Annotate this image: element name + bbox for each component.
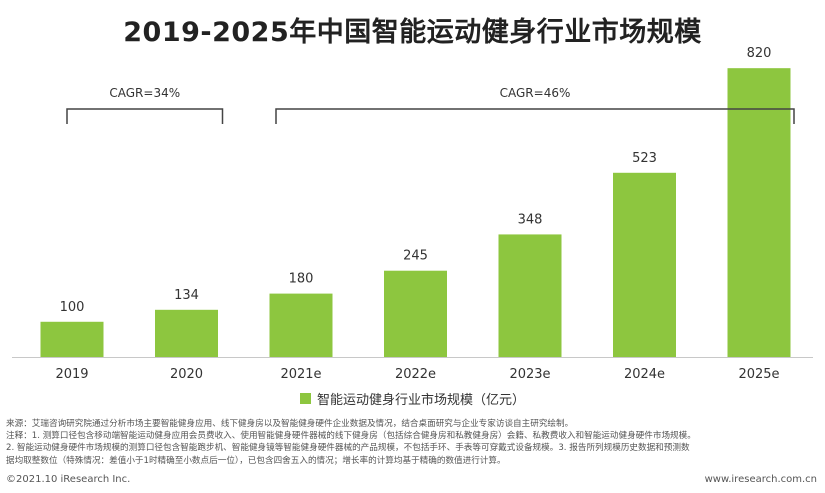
x-tick-label: 2024e [624,367,665,382]
legend: 智能运动健身行业市场规模（亿元） [300,389,525,408]
bar [613,172,676,357]
x-tick-label: 2019 [55,367,88,382]
chart-title: 2019-2025年中国智能运动健身行业市场规模 [123,17,702,48]
bar [727,68,791,357]
x-tick-label: 2022e [395,367,436,382]
footnote-note-3: 据均取整数位（特殊情况：差值小于1时精确至小数点后一位），已包含四舍五入的情况；… [6,455,506,466]
cagr-bracket [66,108,224,124]
footnote-note-2: 2. 智能运动健身硬件市场规模的测算口径包含智能跑步机、智能健身镜等智能健身硬件… [6,443,690,454]
footnote-source: 来源：艾瑞咨询研究院通过分析市场主要智能健身应用、线下健身房以及智能健身硬件企业… [6,419,574,429]
data-label: 523 [632,151,657,166]
legend-swatch [300,393,311,404]
cagr-bracket [275,108,795,124]
data-label: 180 [289,272,314,287]
data-label: 820 [747,46,772,61]
footnote-note-1: 注释：1. 测算口径包含移动端智能运动健身应用会员费收入、使用智能健身硬件器械的… [6,431,696,442]
x-tick-label: 2023e [509,367,550,382]
bar [498,234,562,357]
x-tick-label: 2025e [738,367,779,382]
data-label: 100 [60,300,85,315]
website-url: www.iresearch.com.cn [704,474,817,485]
data-label: 348 [518,212,543,227]
bar [155,309,218,357]
legend-label: 智能运动健身行业市场规模（亿元） [317,393,526,408]
bar [40,321,104,357]
x-tick-label: 2021e [280,367,321,382]
data-label: 134 [174,288,199,303]
data-label: 245 [403,249,428,264]
copyright: ©2021.10 iResearch Inc. [6,474,131,485]
x-tick-label: 2020 [170,367,203,382]
bar [384,270,447,357]
cagr-label: CAGR=46% [500,86,571,100]
cagr-label: CAGR=34% [109,86,180,100]
footnotes: 来源：艾瑞咨询研究院通过分析市场主要智能健身应用、线下健身房以及智能健身硬件企业… [6,418,821,467]
bar [269,293,333,357]
